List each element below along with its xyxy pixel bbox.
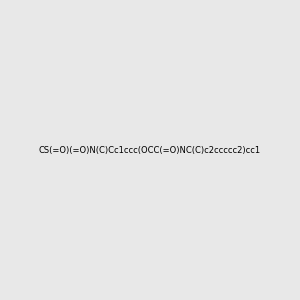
Text: CS(=O)(=O)N(C)Cc1ccc(OCC(=O)NC(C)c2ccccc2)cc1: CS(=O)(=O)N(C)Cc1ccc(OCC(=O)NC(C)c2ccccc… <box>39 146 261 154</box>
